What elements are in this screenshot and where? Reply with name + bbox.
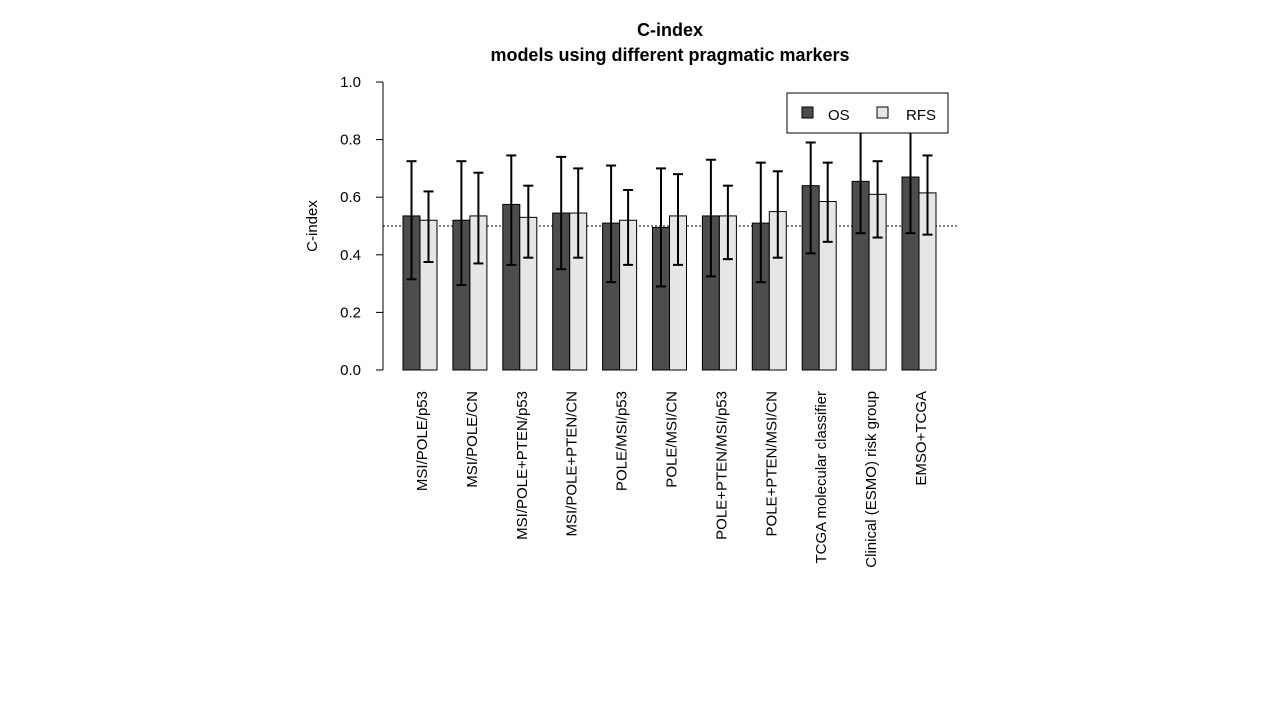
legend-swatch-os xyxy=(801,106,814,119)
x-tick-label: MSI/POLE/CN xyxy=(464,391,481,488)
x-tick-label: EMSO+TCGA xyxy=(913,391,930,486)
y-tick-label: 0.4 xyxy=(340,247,361,264)
x-tick-label: POLE+PTEN/MSI/p53 xyxy=(713,391,730,540)
x-tick-label: MSI/POLE/p53 xyxy=(414,391,431,491)
plot-area: 0.0 0.2 0.4 0.6 0.8 1.0 MSI/POLE/p53 MSI/POLE/C… xyxy=(340,74,958,568)
y-tick-label: 0.6 xyxy=(340,189,361,206)
legend-swatch-rfs xyxy=(876,106,889,119)
x-tick-label: MSI/POLE+PTEN/CN xyxy=(564,391,581,536)
legend-label-os: OS xyxy=(828,107,850,124)
legend-box xyxy=(786,92,949,134)
chart-title: C-index xyxy=(637,20,703,40)
y-tick-label: 0.0 xyxy=(340,362,361,379)
y-tick-label: 0.8 xyxy=(340,132,361,149)
x-tick-label: POLE/MSI/CN xyxy=(664,391,681,488)
y-tick-label: 0.2 xyxy=(340,304,361,321)
chart-subtitle: models using different pragmatic markers xyxy=(490,45,849,65)
y-axis-label: C-index xyxy=(304,200,321,252)
x-tick-label: POLE/MSI/p53 xyxy=(614,391,631,491)
x-tick-label: TCGA molecular classifier xyxy=(813,391,830,564)
x-tick-label: POLE+PTEN/MSI/CN xyxy=(763,391,780,536)
x-tick-label: MSI/POLE+PTEN/p53 xyxy=(514,391,531,540)
x-tick-label: Clinical (ESMO) risk group xyxy=(863,391,880,568)
legend-label-rfs: RFS xyxy=(906,107,936,124)
y-tick-label: 1.0 xyxy=(340,74,361,91)
